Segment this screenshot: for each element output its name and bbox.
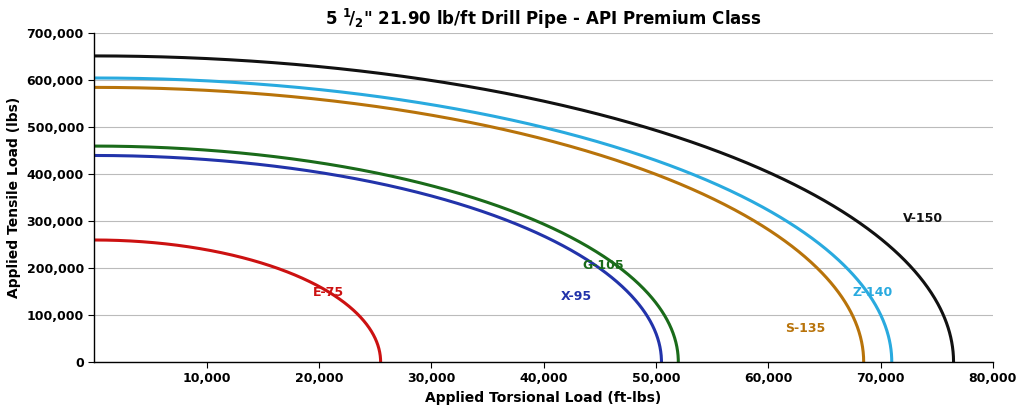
Y-axis label: Applied Tensile Load (lbs): Applied Tensile Load (lbs) xyxy=(7,97,20,298)
Text: V-150: V-150 xyxy=(903,212,943,225)
Text: E-75: E-75 xyxy=(313,286,344,299)
Title: 5 $\mathregular{^1\!/_2}$" 21.90 lb/ft Drill Pipe - API Premium Class: 5 $\mathregular{^1\!/_2}$" 21.90 lb/ft D… xyxy=(325,7,762,31)
Text: G-105: G-105 xyxy=(583,259,625,272)
X-axis label: Applied Torsional Load (ft-lbs): Applied Torsional Load (ft-lbs) xyxy=(425,391,662,405)
Text: S-135: S-135 xyxy=(785,322,825,335)
Text: X-95: X-95 xyxy=(560,290,592,303)
Text: Z-140: Z-140 xyxy=(852,286,893,299)
